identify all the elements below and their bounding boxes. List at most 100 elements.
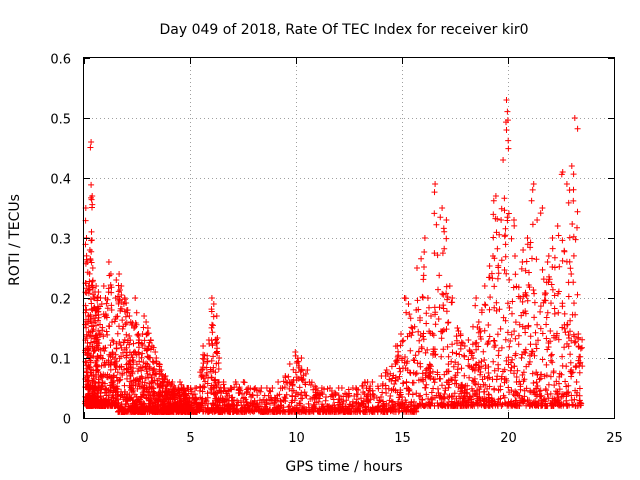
data-point xyxy=(104,331,111,338)
data-point xyxy=(402,295,409,302)
data-point xyxy=(533,256,540,263)
data-point xyxy=(151,365,158,372)
data-point xyxy=(539,266,546,273)
data-point xyxy=(530,380,537,386)
data-point xyxy=(340,393,347,400)
data-point xyxy=(554,330,560,337)
data-point xyxy=(243,406,250,413)
data-point xyxy=(578,400,585,407)
data-point xyxy=(197,369,204,376)
data-point xyxy=(398,331,404,337)
data-point xyxy=(300,407,307,414)
data-point xyxy=(517,381,524,388)
data-point xyxy=(478,358,485,365)
data-point xyxy=(405,385,412,392)
data-point xyxy=(136,337,143,343)
data-point xyxy=(241,379,248,386)
data-point xyxy=(466,394,473,401)
data-point xyxy=(466,347,473,354)
data-point xyxy=(199,364,206,371)
data-point xyxy=(464,389,471,396)
data-point xyxy=(208,374,215,381)
data-point xyxy=(531,352,538,359)
data-point xyxy=(461,352,468,359)
data-point xyxy=(382,382,389,389)
data-point xyxy=(130,365,137,372)
data-point xyxy=(105,259,112,265)
data-point xyxy=(469,341,476,348)
data-point xyxy=(332,391,339,398)
data-point xyxy=(522,329,529,336)
data-point xyxy=(436,272,443,279)
data-point xyxy=(83,324,90,331)
data-point xyxy=(242,396,249,403)
data-point xyxy=(283,391,290,398)
data-point xyxy=(408,324,415,331)
y-tick-label: 0.5 xyxy=(50,113,71,128)
data-point xyxy=(433,221,440,228)
data-point xyxy=(275,403,281,410)
data-point xyxy=(426,362,433,368)
y-tick-label: 0 xyxy=(63,413,71,428)
data-point xyxy=(492,215,499,222)
data-point xyxy=(410,379,417,386)
data-point xyxy=(431,210,438,217)
data-points xyxy=(82,97,586,415)
data-point xyxy=(418,345,425,352)
data-point xyxy=(473,339,480,346)
data-point xyxy=(200,404,207,411)
data-point xyxy=(509,298,516,305)
data-point xyxy=(415,348,422,355)
data-point xyxy=(454,369,461,376)
data-point xyxy=(331,402,338,409)
data-point xyxy=(362,403,369,410)
data-point xyxy=(199,395,206,402)
data-point xyxy=(307,382,314,388)
data-point xyxy=(243,386,250,393)
data-point xyxy=(119,317,126,324)
data-point xyxy=(191,391,198,398)
data-point xyxy=(505,354,512,361)
data-point xyxy=(147,337,154,344)
data-point xyxy=(94,308,101,315)
data-point xyxy=(140,359,147,366)
data-point xyxy=(521,398,528,405)
x-tick-label: 15 xyxy=(394,431,411,446)
y-axis-label: ROTI / TECUs xyxy=(7,194,23,286)
data-point xyxy=(192,396,199,403)
data-point xyxy=(465,356,472,363)
data-point xyxy=(495,387,502,394)
data-point xyxy=(503,377,510,384)
data-point xyxy=(210,364,217,371)
data-point xyxy=(349,402,356,408)
data-point xyxy=(200,360,207,367)
data-point xyxy=(285,373,292,380)
data-point xyxy=(316,395,323,402)
data-point xyxy=(471,380,478,387)
data-point xyxy=(444,319,451,326)
data-point xyxy=(485,322,492,328)
data-point xyxy=(546,276,553,283)
data-point xyxy=(530,287,537,293)
data-point xyxy=(532,401,539,408)
data-point xyxy=(421,264,427,270)
data-point xyxy=(441,245,448,252)
data-point xyxy=(522,350,529,356)
data-point xyxy=(87,296,94,303)
data-point xyxy=(502,336,509,343)
data-point xyxy=(478,363,485,370)
data-point xyxy=(515,284,522,291)
data-point xyxy=(449,393,456,400)
data-point xyxy=(477,397,484,404)
data-point xyxy=(505,137,512,144)
data-point xyxy=(571,300,577,307)
data-point xyxy=(150,344,157,351)
data-point xyxy=(559,353,566,360)
data-point xyxy=(443,326,450,333)
data-point xyxy=(457,345,464,352)
data-point xyxy=(221,385,228,391)
data-point xyxy=(215,366,222,372)
data-point xyxy=(524,235,531,241)
axis-ticks: 0 5 10 15 20 25 0 0.1 0.2 0.3 0.4 0.5 0.6 xyxy=(50,53,622,447)
data-point xyxy=(427,330,434,337)
